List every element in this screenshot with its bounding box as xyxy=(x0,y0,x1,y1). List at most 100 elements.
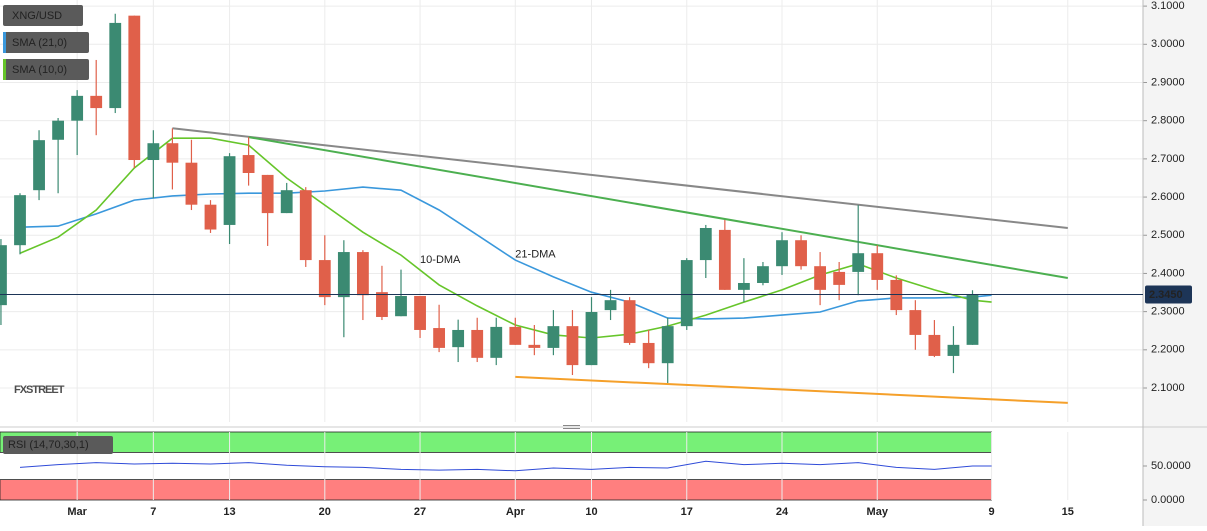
candle-body xyxy=(14,195,26,246)
candle-body xyxy=(33,140,45,191)
candle-body xyxy=(128,15,141,161)
y-tick-label: 2.7000 xyxy=(1151,153,1185,165)
x-tick-label: 13 xyxy=(223,506,235,518)
trendline xyxy=(248,136,1068,279)
y-tick-label: 3.0000 xyxy=(1151,38,1185,50)
legend-label: SMA (10,0) xyxy=(12,64,67,76)
x-tick-label: May xyxy=(867,506,889,518)
candle-body xyxy=(71,95,84,121)
x-tick-label: 15 xyxy=(1062,506,1074,518)
legend-label: XNG/USD xyxy=(12,10,62,22)
candle-body xyxy=(947,344,960,356)
y-tick-label: 2.5000 xyxy=(1151,229,1185,241)
candle-body xyxy=(737,282,750,290)
watermark: FXSTREET xyxy=(14,384,65,396)
x-tick-label: 27 xyxy=(414,506,426,518)
candle-body xyxy=(204,204,217,230)
legend-box[interactable] xyxy=(3,32,89,53)
y-tick-label: 2.1000 xyxy=(1151,382,1185,394)
x-tick-label: Mar xyxy=(67,506,87,518)
legend-label: RSI (14,70,30,1) xyxy=(8,439,89,451)
trendline xyxy=(515,375,1068,404)
y-tick-label: 2.2000 xyxy=(1151,344,1185,356)
y-tick-label: 2.8000 xyxy=(1151,115,1185,127)
candle-body xyxy=(852,253,865,272)
x-tick-label: 10 xyxy=(585,506,597,518)
legend-box[interactable] xyxy=(3,5,83,26)
legend-box[interactable] xyxy=(3,59,89,80)
y-tick-label: 2.3000 xyxy=(1151,306,1185,318)
candle-body xyxy=(109,22,122,109)
candle-body xyxy=(414,295,426,330)
candle-body xyxy=(395,295,407,317)
y-tick-label: 2.6000 xyxy=(1151,191,1185,203)
x-tick-label: 24 xyxy=(776,506,789,518)
price-panel: 2.1000 2.2000 2.3000 2.4000 2.5000 2.6000 2.70… xyxy=(0,0,1192,526)
trendline xyxy=(172,127,1068,229)
y-tick-label: 2.4000 xyxy=(1151,267,1185,279)
x-tick-label: 9 xyxy=(988,506,994,518)
candle-body xyxy=(680,260,693,327)
candle-body xyxy=(547,326,560,348)
x-tick-label: 20 xyxy=(319,506,331,518)
candle-body xyxy=(280,190,293,214)
candle-body xyxy=(833,271,846,285)
last-price-label: 2.3450 xyxy=(1149,289,1183,301)
candle-body xyxy=(718,229,731,290)
candle-body xyxy=(604,300,617,311)
candle-body xyxy=(795,240,807,267)
candle-body xyxy=(661,326,674,364)
candle-body xyxy=(814,266,827,290)
candle-body xyxy=(642,342,655,364)
line-label: 21-DMA xyxy=(515,248,556,260)
legend-swatch xyxy=(3,59,6,80)
y-tick-label: 3.1000 xyxy=(1151,0,1185,12)
candle-body xyxy=(166,143,179,163)
rsi-band xyxy=(0,479,992,501)
candle-body xyxy=(356,252,369,296)
candle-body xyxy=(0,245,7,306)
axis-panel xyxy=(1143,0,1207,526)
candle-body xyxy=(299,190,312,261)
candle-body xyxy=(147,143,160,161)
candle-body xyxy=(528,344,541,348)
moving-average xyxy=(19,186,992,320)
candle-body xyxy=(585,312,598,366)
candle-body xyxy=(509,326,522,345)
legend-label: SMA (21,0) xyxy=(12,37,67,49)
last-price-badge xyxy=(1145,285,1192,304)
candle-body xyxy=(433,328,446,348)
candle-body xyxy=(185,162,198,205)
candle-body xyxy=(318,260,331,298)
candle-body xyxy=(909,310,922,335)
candle-body xyxy=(471,329,484,358)
line-label: 10-DMA xyxy=(420,254,461,266)
candle-body xyxy=(52,120,65,140)
x-tick-label: 7 xyxy=(150,506,156,518)
candle-body xyxy=(566,326,579,366)
rsi-line xyxy=(19,460,992,472)
candle-body xyxy=(776,240,788,267)
rsi-band xyxy=(0,431,992,453)
candle-body xyxy=(261,174,274,214)
candle-body xyxy=(376,292,388,317)
candle-body xyxy=(623,300,636,343)
candle-body xyxy=(242,155,255,174)
candle-body xyxy=(337,252,350,298)
candle-body xyxy=(757,266,769,283)
candle-body xyxy=(928,334,941,356)
legend-swatch xyxy=(3,32,6,53)
x-tick-label: 17 xyxy=(681,506,693,518)
candle-body xyxy=(871,253,884,280)
rsi-panel: 50.0000 0.0000 RSI (14,70,30,1) xyxy=(0,431,1191,506)
candle-body xyxy=(452,329,465,348)
candle-body xyxy=(490,326,503,358)
y-tick-label: 0.0000 xyxy=(1151,494,1185,506)
candle-body xyxy=(890,279,903,311)
candle-body xyxy=(966,294,979,345)
x-tick-label: Apr xyxy=(506,506,526,518)
candle-body xyxy=(223,156,236,225)
candle-body xyxy=(90,95,103,109)
legend-box xyxy=(3,436,113,454)
